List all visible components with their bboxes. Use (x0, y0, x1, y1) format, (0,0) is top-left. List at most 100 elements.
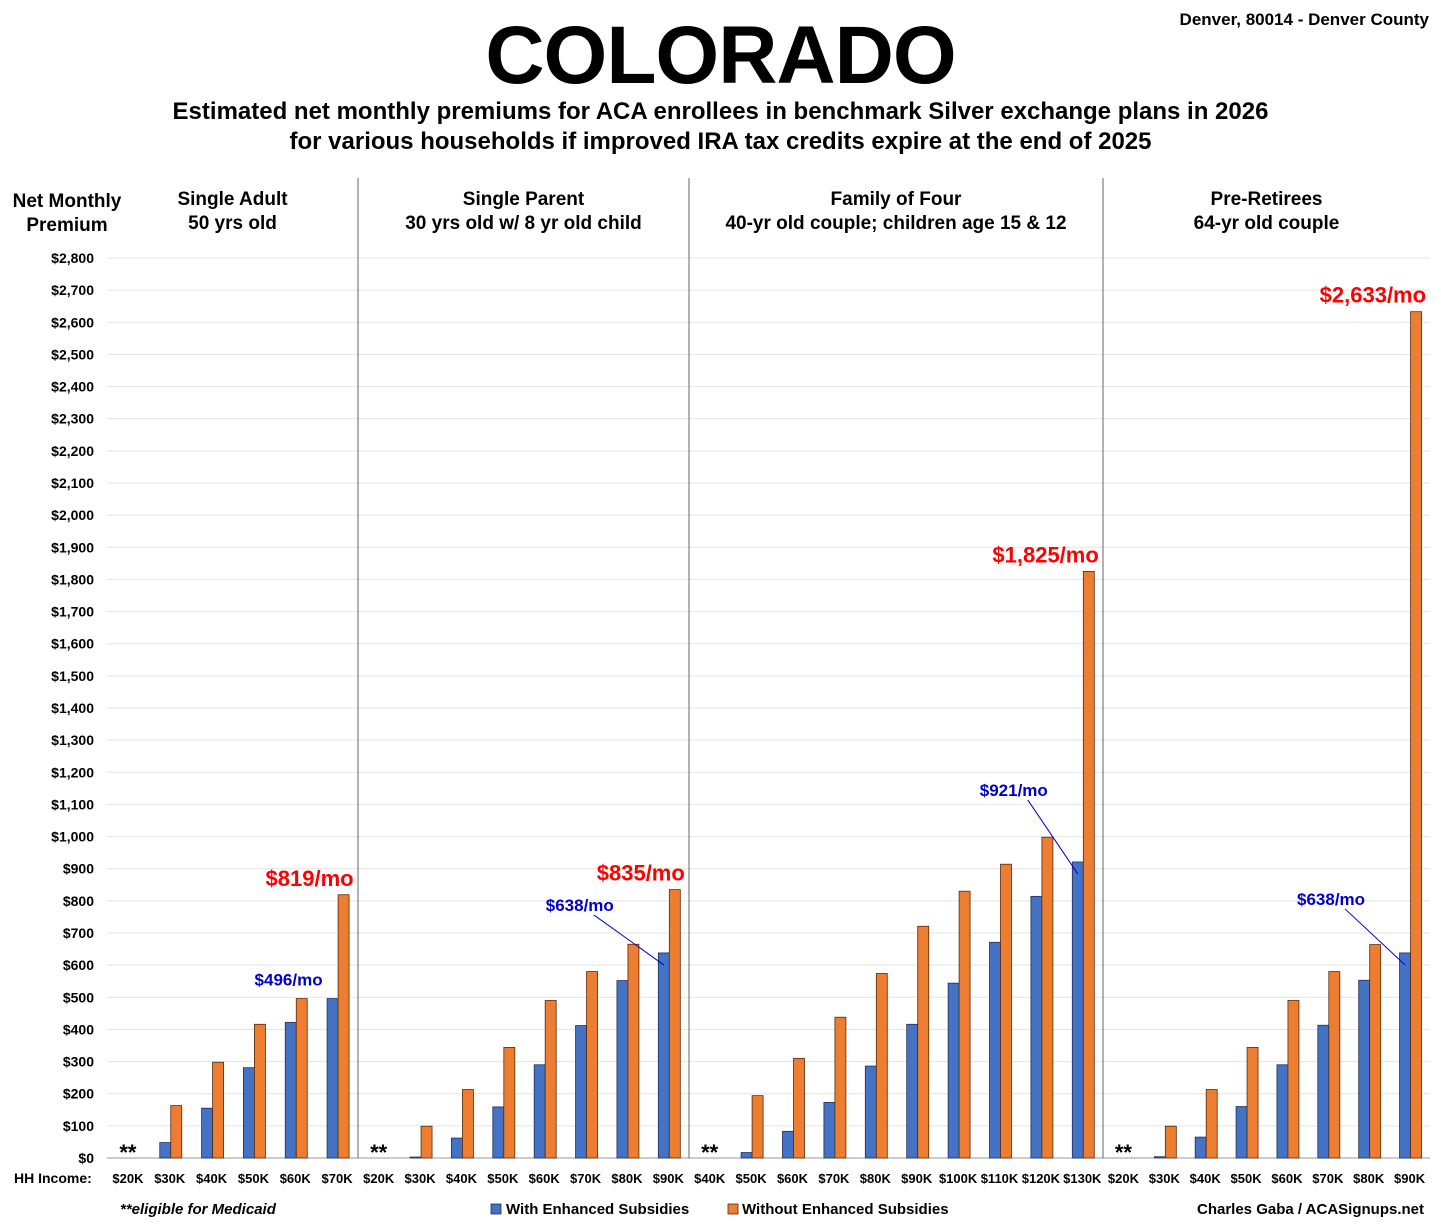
y-tick-label: $1,500 (51, 668, 94, 684)
bar-with-subsidies (1071, 861, 1084, 1159)
bar-without-subsidies (793, 1057, 805, 1159)
bar-without-subsidies (170, 1105, 183, 1159)
y-tick-label: $1,800 (51, 571, 94, 587)
x-tick-label: $20K (1108, 1171, 1140, 1186)
bar-with-subsidies (1317, 1024, 1330, 1159)
x-axis-label: HH Income: (14, 1170, 92, 1186)
x-tick-label: $60K (777, 1171, 809, 1186)
group-subtitle: 50 yrs old (188, 213, 277, 234)
y-tick-label: $1,200 (51, 764, 94, 780)
callout-without: $835/mo (597, 861, 685, 886)
y-tick-label: $2,600 (51, 314, 94, 330)
x-tick-label: $30K (1149, 1171, 1181, 1186)
medicaid-marker: ** (1115, 1140, 1133, 1165)
group-title: Pre-Retirees (1211, 189, 1323, 210)
bar-without-subsidies (254, 1023, 266, 1159)
y-tick-label: $1,100 (51, 796, 94, 812)
chart-subtitle-line-1: Estimated net monthly premiums for ACA e… (172, 98, 1269, 125)
bar-with-subsidies (451, 1137, 463, 1159)
bar-without-subsidies (337, 894, 350, 1159)
y-tick-label: $2,100 (51, 475, 94, 491)
callout-with: $921/mo (980, 781, 1048, 800)
legend-swatch-without (727, 1203, 739, 1215)
x-tick-label: $90K (1394, 1171, 1426, 1186)
y-tick-label: $2,300 (51, 411, 94, 427)
x-tick-label: $30K (405, 1171, 437, 1186)
bar-with-subsidies (201, 1107, 213, 1159)
bar-with-subsidies (823, 1101, 836, 1159)
bar-without-subsidies (668, 889, 681, 1159)
bar-without-subsidies (875, 973, 888, 1159)
y-tick-label: $300 (63, 1054, 94, 1070)
y-tick-label: $0 (78, 1150, 94, 1166)
bar-with-subsidies (409, 1156, 422, 1159)
x-tick-label: $70K (322, 1171, 354, 1186)
bar-without-subsidies (1164, 1125, 1177, 1159)
x-tick-label: $90K (653, 1171, 685, 1186)
group-title: Family of Four (831, 189, 963, 210)
bar-without-subsidies (212, 1061, 224, 1159)
x-tick-label: $80K (860, 1171, 892, 1186)
x-tick-label: $60K (1271, 1171, 1303, 1186)
x-tick-label: $20K (112, 1171, 144, 1186)
bar-without-subsidies (1246, 1047, 1259, 1159)
y-tick-label: $1,300 (51, 732, 94, 748)
y-axis-label: Premium (26, 215, 107, 236)
callout-leader-line (593, 914, 665, 966)
group-subtitle: 40-yr old couple; children age 15 & 12 (725, 213, 1066, 234)
bar-without-subsidies (1287, 1000, 1300, 1159)
y-tick-label: $600 (63, 957, 94, 973)
bar-with-subsidies (864, 1065, 877, 1159)
bar-with-subsidies (1399, 952, 1411, 1159)
bar-with-subsidies (906, 1023, 919, 1159)
x-tick-label: $50K (1231, 1171, 1263, 1186)
bar-with-subsidies (657, 952, 670, 1159)
y-axis-label: Net Monthly (13, 191, 122, 212)
legend-label-without: Without Enhanced Subsidies (742, 1201, 949, 1218)
bar-with-subsidies (740, 1152, 753, 1159)
bar-with-subsidies (243, 1067, 255, 1159)
x-tick-label: $40K (196, 1171, 228, 1186)
credit-label: Charles Gaba / ACASignups.net (1197, 1201, 1424, 1218)
y-tick-label: $2,700 (51, 282, 94, 298)
callout-with: $638/mo (1297, 890, 1365, 909)
bar-without-subsidies (544, 1000, 557, 1159)
callout-without: $2,633/mo (1320, 283, 1426, 308)
bar-without-subsidies (1041, 836, 1054, 1159)
x-tick-label: $70K (1312, 1171, 1344, 1186)
bar-with-subsidies (1235, 1106, 1248, 1159)
bar-without-subsidies (586, 971, 598, 1159)
y-tick-label: $2,000 (51, 507, 94, 523)
bar-without-subsidies (1410, 311, 1422, 1159)
chart-subtitle-line-2: for various households if improved IRA t… (289, 128, 1152, 155)
x-tick-label: $40K (1190, 1171, 1222, 1186)
bar-without-subsidies (627, 943, 640, 1159)
bar-with-subsidies (492, 1106, 505, 1159)
y-tick-label: $2,400 (51, 379, 94, 395)
x-tick-label: $20K (363, 1171, 395, 1186)
bar-with-subsidies (1358, 979, 1371, 1159)
y-tick-label: $1,900 (51, 539, 94, 555)
x-tick-label: $40K (446, 1171, 478, 1186)
y-tick-label: $400 (63, 1021, 94, 1037)
bar-without-subsidies (834, 1016, 847, 1159)
x-tick-label: $130K (1063, 1171, 1102, 1186)
callout-with: $496/mo (255, 971, 323, 990)
bar-with-subsidies (326, 998, 339, 1159)
x-tick-label: $50K (736, 1171, 768, 1186)
bar-with-subsidies (1194, 1136, 1207, 1159)
group-title: Single Parent (463, 189, 585, 210)
bar-with-subsidies (782, 1130, 794, 1159)
group-title: Single Adult (177, 189, 288, 210)
bar-with-subsidies (1276, 1064, 1289, 1159)
callout-leader-line (1027, 799, 1079, 875)
y-tick-label: $500 (63, 989, 94, 1005)
bar-with-subsidies (947, 982, 960, 1159)
group-subtitle: 64-yr old couple (1194, 213, 1340, 234)
y-tick-label: $1,000 (51, 829, 94, 845)
medicaid-note: **eligible for Medicaid (120, 1201, 277, 1218)
bar-with-subsidies (533, 1064, 546, 1159)
bar-with-subsidies (575, 1025, 587, 1159)
bar-without-subsidies (1082, 570, 1095, 1159)
